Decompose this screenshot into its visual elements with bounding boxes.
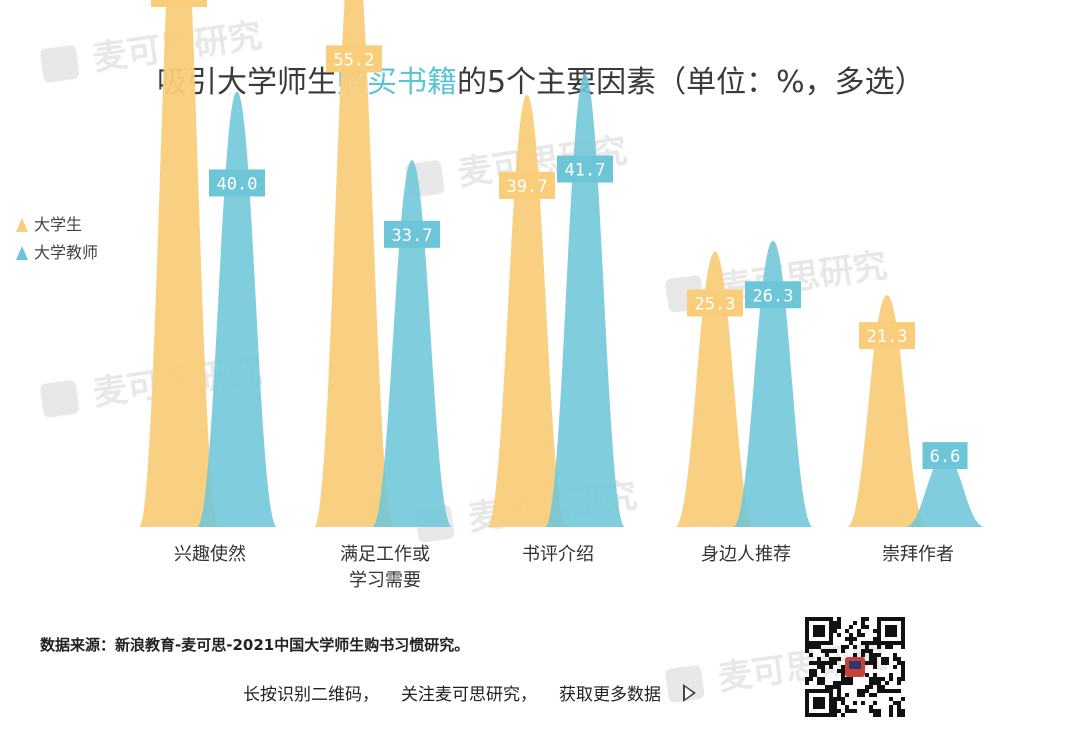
legend: 大学生 大学教师	[16, 215, 98, 262]
svg-text:26.3: 26.3	[753, 286, 794, 306]
peaks-layer	[139, 0, 985, 528]
data-label: 21.3	[859, 322, 915, 350]
legend-student-label: 大学生	[34, 215, 82, 234]
category-label: 崇拜作者	[882, 544, 954, 565]
legend-teacher-label: 大学教师	[34, 243, 98, 262]
data-label: 39.7	[499, 171, 555, 199]
data-label: 33.7	[384, 220, 440, 248]
data-label: 26.3	[745, 281, 801, 309]
data-label: 41.7	[557, 155, 613, 183]
cta-scan: 长按识别二维码，	[243, 685, 379, 705]
svg-text:63.2: 63.2	[159, 0, 200, 5]
teacher-peak	[733, 240, 813, 527]
svg-text:39.7: 39.7	[507, 177, 548, 197]
data-label: 55.2	[326, 45, 382, 73]
student-peak	[314, 0, 394, 527]
svg-text:55.2: 55.2	[334, 50, 375, 70]
teacher-peak	[197, 91, 277, 528]
data-label: 6.6	[922, 442, 968, 470]
cta-follow: 关注麦可思研究，	[401, 685, 537, 705]
chart-title: 吸引大学师生购买书籍的5个主要因素（单位：%，多选）	[157, 65, 925, 100]
category-labels-layer: 兴趣使然 满足工作或学习需要 书评介绍 身边人推荐 崇拜作者	[174, 544, 954, 591]
svg-text:40.0: 40.0	[217, 174, 258, 194]
category-label: 满足工作或学习需要	[340, 544, 430, 591]
legend-student-swatch	[16, 218, 28, 232]
data-label: 63.2	[151, 0, 207, 8]
svg-text:25.3: 25.3	[695, 294, 736, 314]
title-suffix: 的5个主要因素（单位：%，多选）	[457, 65, 925, 100]
data-label: 40.0	[209, 169, 265, 197]
student-peak	[139, 0, 219, 527]
student-peak	[847, 295, 927, 527]
teacher-peak	[905, 455, 985, 527]
teacher-peak	[545, 73, 625, 528]
category-label: 身边人推荐	[701, 544, 791, 565]
qr-code-icon[interactable]	[805, 617, 905, 717]
data-source-note: 数据来源：新浪教育-麦可思-2021中国大学师生购书习惯研究。	[40, 636, 470, 654]
student-peak	[487, 94, 567, 527]
legend-teacher-swatch	[16, 246, 28, 260]
svg-text:6.6: 6.6	[930, 447, 961, 467]
svg-text:41.7: 41.7	[565, 161, 606, 181]
data-label: 25.3	[687, 289, 743, 317]
student-peak	[675, 251, 755, 527]
category-label: 书评介绍	[522, 544, 594, 565]
value-labels-layer: 63.2 55.2 39.7 25.3 21.3 40.0 33.7 41.7 26.3 6.6	[151, 0, 968, 470]
category-label: 兴趣使然	[174, 544, 246, 565]
teacher-peak	[372, 160, 452, 527]
cta-more[interactable]: 获取更多数据	[559, 685, 661, 705]
svg-text:21.3: 21.3	[867, 327, 908, 347]
cta-row: 长按识别二维码， 关注麦可思研究， 获取更多数据	[243, 680, 696, 705]
svg-text:33.7: 33.7	[392, 226, 433, 246]
play-arrow-icon[interactable]	[683, 683, 696, 702]
